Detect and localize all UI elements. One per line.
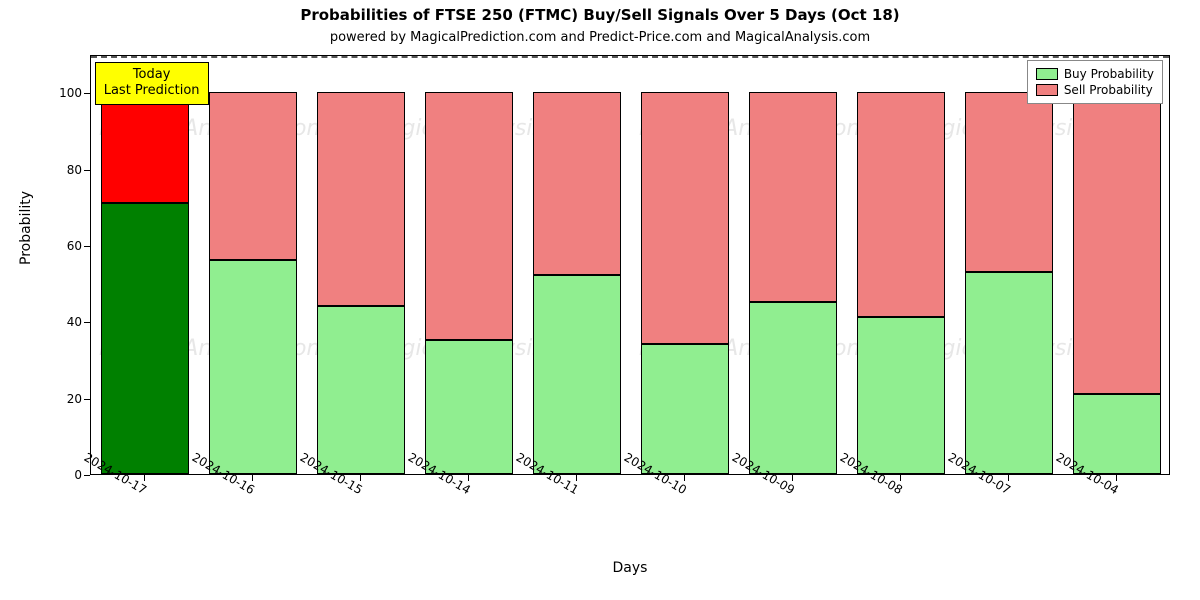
x-tick-mark [144, 475, 145, 481]
bar-sell [317, 92, 406, 306]
x-tick-mark [1008, 475, 1009, 481]
legend-item: Buy Probability [1036, 67, 1154, 81]
bar-buy [101, 203, 190, 474]
x-tick-mark [360, 475, 361, 481]
bar-sell [641, 92, 730, 344]
plot-area: MagicalAnalysis.comMagicalAnalysis.comMa… [90, 55, 1170, 475]
legend-label: Sell Probability [1064, 83, 1153, 97]
x-tick-mark [684, 475, 685, 481]
x-tick-mark [792, 475, 793, 481]
bars-layer [91, 56, 1169, 474]
y-tick-label: 40 [67, 315, 82, 329]
x-tick-mark [252, 475, 253, 481]
bar-sell [1073, 92, 1162, 394]
y-axis-title: Probability [18, 191, 34, 265]
y-tick-label: 20 [67, 392, 82, 406]
bar-sell [209, 92, 298, 260]
bar-sell [965, 92, 1054, 271]
legend-swatch [1036, 84, 1058, 96]
bar-sell [425, 92, 514, 340]
y-tick-label: 0 [74, 468, 82, 482]
bar-sell [533, 92, 622, 275]
x-tick-mark [900, 475, 901, 481]
y-axis: 020406080100 [50, 55, 90, 475]
x-tick-mark [576, 475, 577, 481]
bar-sell [749, 92, 838, 302]
y-tick-label: 100 [59, 86, 82, 100]
today-annotation: Today Last Prediction [95, 62, 209, 105]
x-tick-mark [1116, 475, 1117, 481]
y-tick-label: 60 [67, 239, 82, 253]
legend-swatch [1036, 68, 1058, 80]
bar-buy [209, 260, 298, 474]
chart-subtitle: powered by MagicalPrediction.com and Pre… [0, 30, 1200, 45]
legend-item: Sell Probability [1036, 83, 1154, 97]
bar-sell [101, 92, 190, 203]
bar-sell [857, 92, 946, 317]
x-axis: 2024-10-172024-10-162024-10-152024-10-14… [90, 475, 1170, 565]
annotation-line-1: Today [104, 67, 200, 83]
chart-title: Probabilities of FTSE 250 (FTMC) Buy/Sel… [0, 6, 1200, 24]
x-tick-mark [468, 475, 469, 481]
chart-container: Probabilities of FTSE 250 (FTMC) Buy/Sel… [0, 0, 1200, 600]
annotation-line-2: Last Prediction [104, 83, 200, 99]
y-tick-label: 80 [67, 163, 82, 177]
legend-label: Buy Probability [1064, 67, 1154, 81]
bar-buy [1073, 394, 1162, 474]
x-axis-title: Days [90, 560, 1170, 576]
legend: Buy Probability Sell Probability [1027, 60, 1163, 104]
